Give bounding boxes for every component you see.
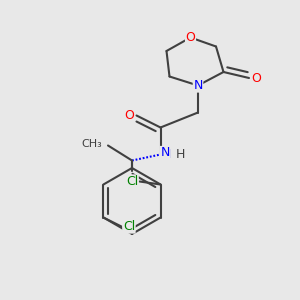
Text: N: N <box>160 146 170 160</box>
Text: N: N <box>193 79 203 92</box>
Text: H: H <box>176 148 186 161</box>
Text: O: O <box>124 109 134 122</box>
Text: O: O <box>252 71 261 85</box>
Text: Cl: Cl <box>126 175 138 188</box>
Text: N: N <box>162 148 171 161</box>
Text: Cl: Cl <box>123 220 135 233</box>
Text: O: O <box>186 31 195 44</box>
Text: CH₃: CH₃ <box>81 139 102 149</box>
